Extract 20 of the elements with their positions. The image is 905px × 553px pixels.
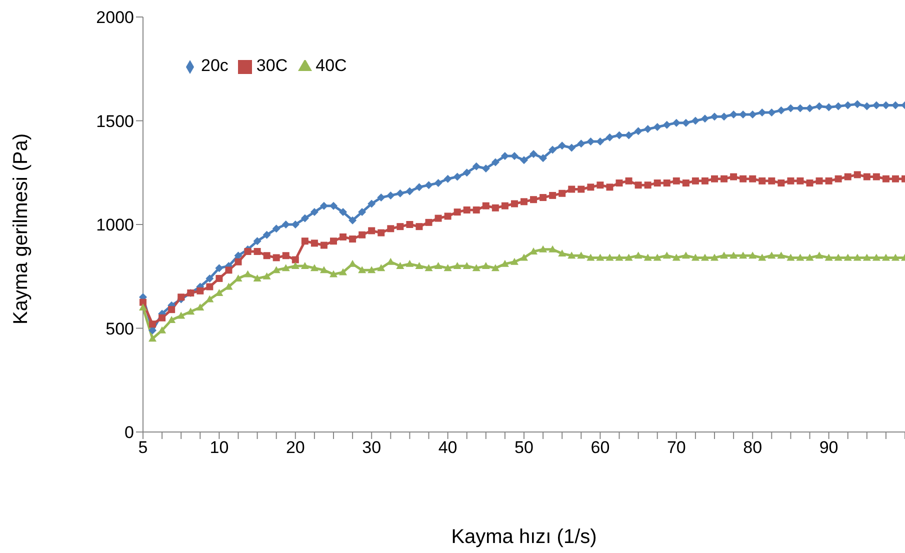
y-tick-label: 1500 [96,112,134,131]
x-tick-label: 40 [438,438,458,458]
x-tick-label: 30 [362,438,382,458]
y-tick-label: 2000 [96,8,134,28]
x-tick-label: 5 [138,438,148,458]
legend-label: 20c [201,56,228,75]
legend-label: 40C [316,56,347,75]
y-tick-label: 500 [106,319,134,338]
x-tick-label: 80 [743,438,762,458]
x-tick-label: 70 [666,438,686,458]
x-tick-label: 20 [286,438,305,458]
x-tick-label: 90 [819,438,838,458]
x-tick-label: 10 [210,438,229,458]
x-tick-label: 50 [514,438,534,458]
y-axis-title: Kayma gerilmesi (Pa) [10,133,32,324]
y-tick-label: 1000 [96,216,134,235]
legend-label: 30C [256,56,288,75]
x-axis-title: Kayma hızı (1/s) [451,526,597,548]
x-tick-label: 60 [590,438,610,458]
y-tick-label: 0 [124,423,134,442]
